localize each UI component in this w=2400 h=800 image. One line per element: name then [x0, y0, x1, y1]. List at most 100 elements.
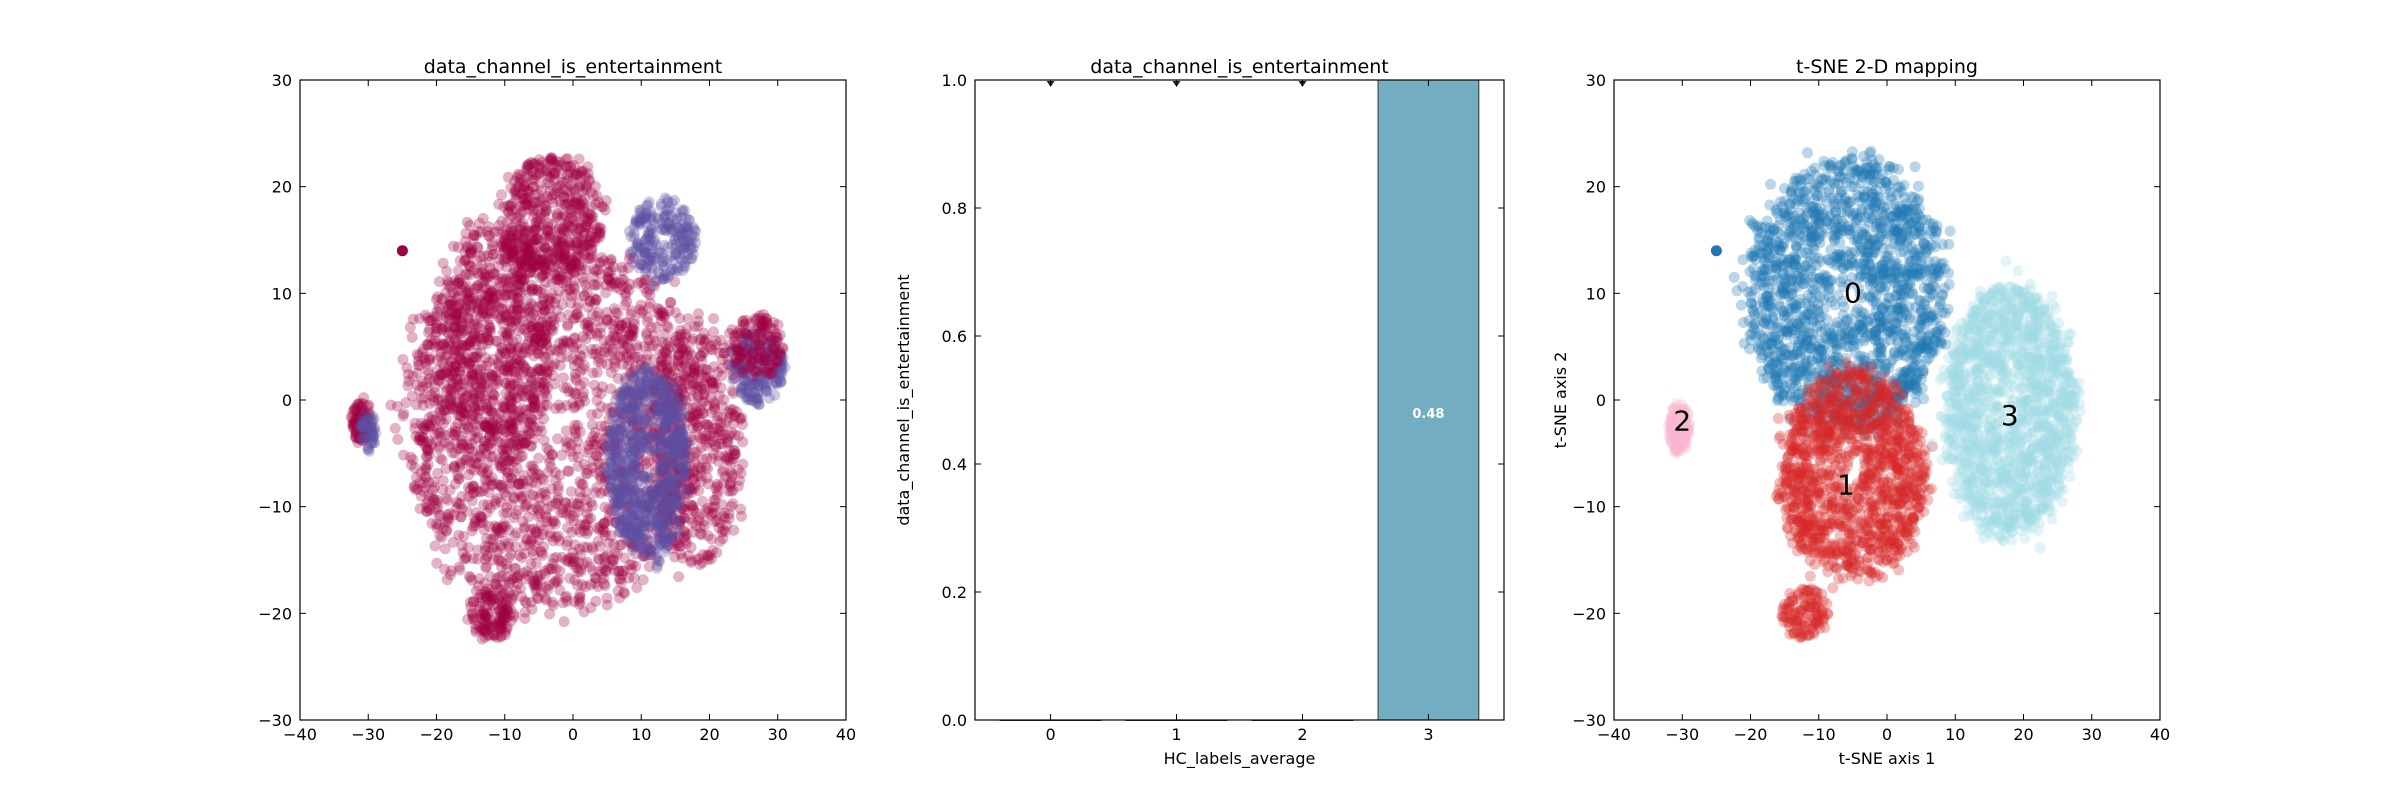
scatter-point — [466, 375, 478, 387]
scatter-point — [578, 276, 590, 288]
scatter-point — [559, 497, 571, 509]
scatter-point — [553, 247, 565, 259]
scatter-point — [633, 439, 645, 451]
scatter-point — [538, 565, 550, 577]
scatter-point — [449, 361, 461, 373]
scatter-point — [549, 466, 561, 478]
scatter-point — [613, 317, 625, 329]
scatter-point — [420, 423, 432, 435]
scatter-point — [518, 523, 530, 535]
scatter-point — [511, 353, 523, 365]
scatter-point — [596, 568, 608, 580]
scatter-point — [535, 487, 547, 499]
scatter-point — [441, 349, 453, 361]
scatter-point — [546, 288, 558, 300]
scatter-point — [506, 305, 518, 317]
scatter-point — [445, 565, 457, 577]
scatter-point — [586, 308, 598, 320]
scatter-point — [541, 170, 553, 181]
scatter-point — [623, 385, 635, 397]
scatter-point — [615, 319, 627, 331]
scatter-point — [503, 552, 515, 564]
scatter-point — [422, 443, 434, 455]
scatter-point — [627, 330, 639, 342]
scatter-point — [489, 520, 501, 532]
scatter-point — [536, 337, 548, 349]
scatter-point — [508, 492, 520, 504]
scatter-point — [472, 407, 483, 419]
scatter-point — [624, 370, 636, 381]
scatter-point — [521, 566, 533, 577]
scatter-point — [667, 512, 679, 524]
scatter-point — [439, 563, 451, 575]
scatter-point — [581, 317, 593, 329]
scatter-point — [578, 525, 590, 537]
scatter-point — [664, 392, 676, 404]
scatter-point — [529, 578, 541, 590]
scatter-point — [487, 394, 499, 406]
scatter-point — [441, 525, 453, 537]
scatter-point — [458, 392, 470, 404]
scatter-point — [554, 565, 566, 577]
scatter-point — [511, 527, 523, 539]
scatter-point — [421, 377, 433, 389]
scatter-point — [607, 554, 619, 566]
scatter-point — [535, 287, 547, 299]
scatter-point — [580, 494, 592, 505]
scatter-point — [418, 352, 430, 364]
scatter-point — [511, 432, 523, 444]
scatter-point — [482, 422, 494, 434]
scatter-point — [674, 477, 686, 489]
scatter-point — [609, 276, 621, 288]
scatter-point — [584, 295, 596, 307]
scatter-point — [423, 490, 435, 501]
scatter-point — [527, 476, 538, 488]
scatter-point — [454, 410, 466, 422]
scatter-point — [656, 501, 668, 513]
scatter-point — [683, 484, 695, 496]
scatter-point — [670, 207, 682, 219]
scatter-point — [482, 550, 493, 562]
scatter-point — [590, 487, 602, 498]
scatter-point — [653, 304, 665, 316]
scatter-point — [552, 494, 564, 506]
scatter-point — [424, 398, 436, 410]
scatter-point — [475, 364, 487, 376]
scatter-point — [417, 381, 429, 393]
scatter-point — [509, 273, 521, 285]
scatter-point — [442, 494, 454, 506]
scatter-point — [577, 343, 589, 355]
scatter-point — [534, 500, 546, 511]
scatter-point — [671, 477, 683, 489]
scatter-point — [579, 319, 591, 330]
scatter-point — [436, 338, 448, 350]
scatter-point — [568, 341, 580, 353]
scatter-point — [473, 321, 485, 333]
scatter-point — [627, 541, 639, 553]
scatter-point — [418, 477, 429, 489]
scatter-point — [704, 437, 715, 449]
scatter-point — [580, 333, 592, 345]
scatter-point — [582, 324, 593, 336]
scatter-point — [483, 319, 494, 331]
scatter-point — [494, 312, 505, 324]
scatter-point — [626, 305, 638, 317]
scatter-point — [472, 553, 484, 565]
scatter-point — [477, 302, 489, 314]
scatter-point — [627, 402, 639, 414]
scatter-point — [663, 336, 675, 348]
scatter-point — [515, 442, 527, 454]
scatter-point — [557, 277, 569, 289]
scatter-point — [735, 510, 747, 522]
scatter-point — [538, 399, 550, 411]
scatter-point — [596, 357, 607, 369]
scatter-point — [531, 468, 543, 480]
scatter-point — [447, 376, 459, 388]
scatter-point — [625, 367, 637, 379]
scatter-point — [441, 326, 453, 338]
scatter-point — [621, 382, 632, 394]
scatter-point — [539, 305, 551, 317]
scatter-point — [507, 250, 519, 262]
scatter-point — [618, 586, 630, 598]
scatter-point — [426, 410, 438, 422]
